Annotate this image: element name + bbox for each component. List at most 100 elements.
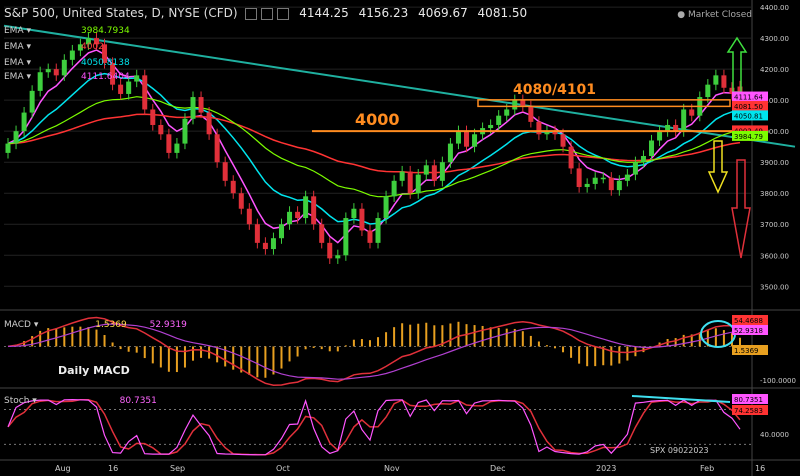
candle-body xyxy=(472,134,478,147)
arrow-down-small-icon xyxy=(707,140,729,194)
symbol-title[interactable]: S&P 500, United States, D, NYSE (CFD) xyxy=(4,6,238,20)
macd-hist-bar xyxy=(264,346,267,378)
macd-badge xyxy=(732,345,768,355)
candle-body xyxy=(649,140,655,156)
candle-body xyxy=(616,180,622,191)
macd-hist-bar xyxy=(602,346,605,366)
zone-4080-4101-label: 4080/4101 xyxy=(513,82,596,98)
candle-body xyxy=(246,208,252,225)
support-resistance-levels: 4000 4080/4101 xyxy=(312,82,742,133)
candle-body xyxy=(335,255,341,259)
macd-hist-bar xyxy=(650,346,653,348)
macd-hist-bar xyxy=(570,346,573,358)
price-tick-label: 3700.00 xyxy=(760,221,789,229)
macd-legend[interactable]: MACD ▾ 1.5369 52.9319 xyxy=(4,320,187,330)
candle-body xyxy=(262,242,268,250)
ema-lines xyxy=(7,49,741,244)
macd-hist-bar xyxy=(167,346,170,372)
macd-pane: 54.4688 52.9318 1.5369 -100.0000 xyxy=(4,315,796,386)
macd-hist-bar xyxy=(95,329,98,347)
candle-body xyxy=(319,224,325,243)
macd-hist-bar xyxy=(312,346,315,348)
candle-body xyxy=(134,75,140,82)
macd-hist-bar xyxy=(248,346,251,375)
ema-label: EMA xyxy=(4,42,24,52)
price-tick-label: 3600.00 xyxy=(760,252,789,260)
macd-hist-bar xyxy=(385,332,388,347)
stoch-tick-label: 80.7351 xyxy=(734,396,763,404)
macd-hist-bar xyxy=(296,346,299,357)
macd-hist-bar xyxy=(103,335,106,347)
price-badge xyxy=(732,110,768,121)
candle-body xyxy=(190,97,196,119)
ema-mid-line xyxy=(7,72,741,225)
stoch-tick-label: 40.0000 xyxy=(760,431,789,439)
candle-body xyxy=(528,106,534,122)
price-tick-label: 3900.00 xyxy=(760,159,789,167)
candle-body xyxy=(270,238,276,250)
candle-body xyxy=(359,208,365,231)
price-badge-label: 4111.64 xyxy=(734,94,763,102)
macd-hist-bar xyxy=(489,327,492,347)
price-tick-label: 4000.00 xyxy=(760,128,789,136)
macd-tick-label: 52.9318 xyxy=(734,327,763,335)
close-icon[interactable] xyxy=(277,7,290,20)
price-badge-label: 4081.50 xyxy=(734,103,763,111)
macd-hist-bar xyxy=(127,346,130,352)
ema-label: EMA xyxy=(4,26,24,36)
macd-value-2: 52.9319 xyxy=(149,320,187,330)
trendline-segment xyxy=(3,24,796,148)
macd-hist-bar xyxy=(272,346,275,375)
ema-row-2[interactable]: EMA ▾ 4002 xyxy=(4,42,104,52)
candle-body xyxy=(118,84,124,94)
macd-hist-bar xyxy=(529,335,532,347)
ema-row-4[interactable]: EMA ▾ 4111.6404 xyxy=(4,72,130,82)
settings-icon[interactable] xyxy=(245,7,258,20)
ohlc-open: 4144.25 xyxy=(299,6,349,20)
ema-value: 4002 xyxy=(81,42,104,52)
candle-body xyxy=(504,109,510,116)
candle-body xyxy=(729,87,735,94)
time-tick-label: Aug xyxy=(55,464,71,473)
time-axis: Aug 16 Sep Oct Nov Dec 2023 Feb 16 xyxy=(55,464,765,473)
macd-hist-bar xyxy=(553,346,556,349)
candlesticks xyxy=(5,32,743,264)
ema-row-3[interactable]: EMA ▾ 4050.8138 xyxy=(4,58,130,68)
trendline xyxy=(3,24,796,148)
ema-row-1[interactable]: EMA ▾ 3984.7934 xyxy=(4,26,130,36)
ema-value: 4111.6404 xyxy=(81,72,130,82)
candle-body xyxy=(13,131,19,144)
candle-body xyxy=(29,90,35,113)
price-badge-label: 4050.81 xyxy=(734,112,763,120)
macd-hist-bar xyxy=(521,331,524,347)
candle-body xyxy=(576,168,582,188)
price-tick-label: 3500.00 xyxy=(760,283,789,291)
candle-body xyxy=(423,165,429,175)
candle-body xyxy=(705,84,711,98)
candle-body xyxy=(287,211,293,225)
time-tick-label: Nov xyxy=(384,464,400,473)
candle-body xyxy=(278,224,284,239)
ohlc-close: 4081.50 xyxy=(477,6,528,20)
macd-hist-bar xyxy=(481,325,484,347)
ema-label: EMA xyxy=(4,72,24,82)
stoch-name: Stoch xyxy=(4,396,30,406)
time-tick-label: 2023 xyxy=(596,464,616,473)
macd-hist-bar xyxy=(71,326,74,347)
daily-macd-label: Daily MACD xyxy=(58,364,130,377)
macd-hist-bar xyxy=(256,346,259,378)
macd-hist-bar xyxy=(79,326,82,347)
compare-icon[interactable] xyxy=(261,7,274,20)
time-tick-label: 16 xyxy=(755,464,765,473)
candle-body xyxy=(415,174,421,194)
stoch-legend[interactable]: Stoch ▾ 80.7351 xyxy=(4,396,157,406)
candle-body xyxy=(69,50,75,60)
candle-body xyxy=(431,165,437,181)
macd-hist-bar xyxy=(111,342,114,347)
candle-body xyxy=(142,75,148,110)
candle-body xyxy=(455,131,461,144)
candle-body xyxy=(206,112,212,135)
candle-body xyxy=(512,100,518,110)
time-tick-label: Feb xyxy=(700,464,714,473)
